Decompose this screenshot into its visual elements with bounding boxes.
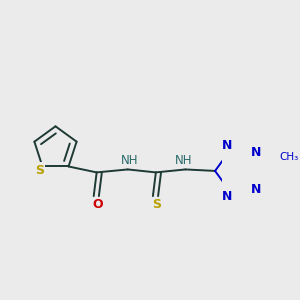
- Text: NH: NH: [121, 154, 138, 167]
- Text: CH₃: CH₃: [279, 152, 298, 161]
- Text: NH: NH: [175, 154, 193, 167]
- Text: N: N: [251, 182, 261, 196]
- Text: N: N: [222, 190, 232, 203]
- Text: S: S: [35, 164, 44, 177]
- Text: O: O: [92, 199, 103, 212]
- Text: S: S: [152, 199, 161, 212]
- Text: N: N: [251, 146, 261, 159]
- Text: N: N: [222, 139, 232, 152]
